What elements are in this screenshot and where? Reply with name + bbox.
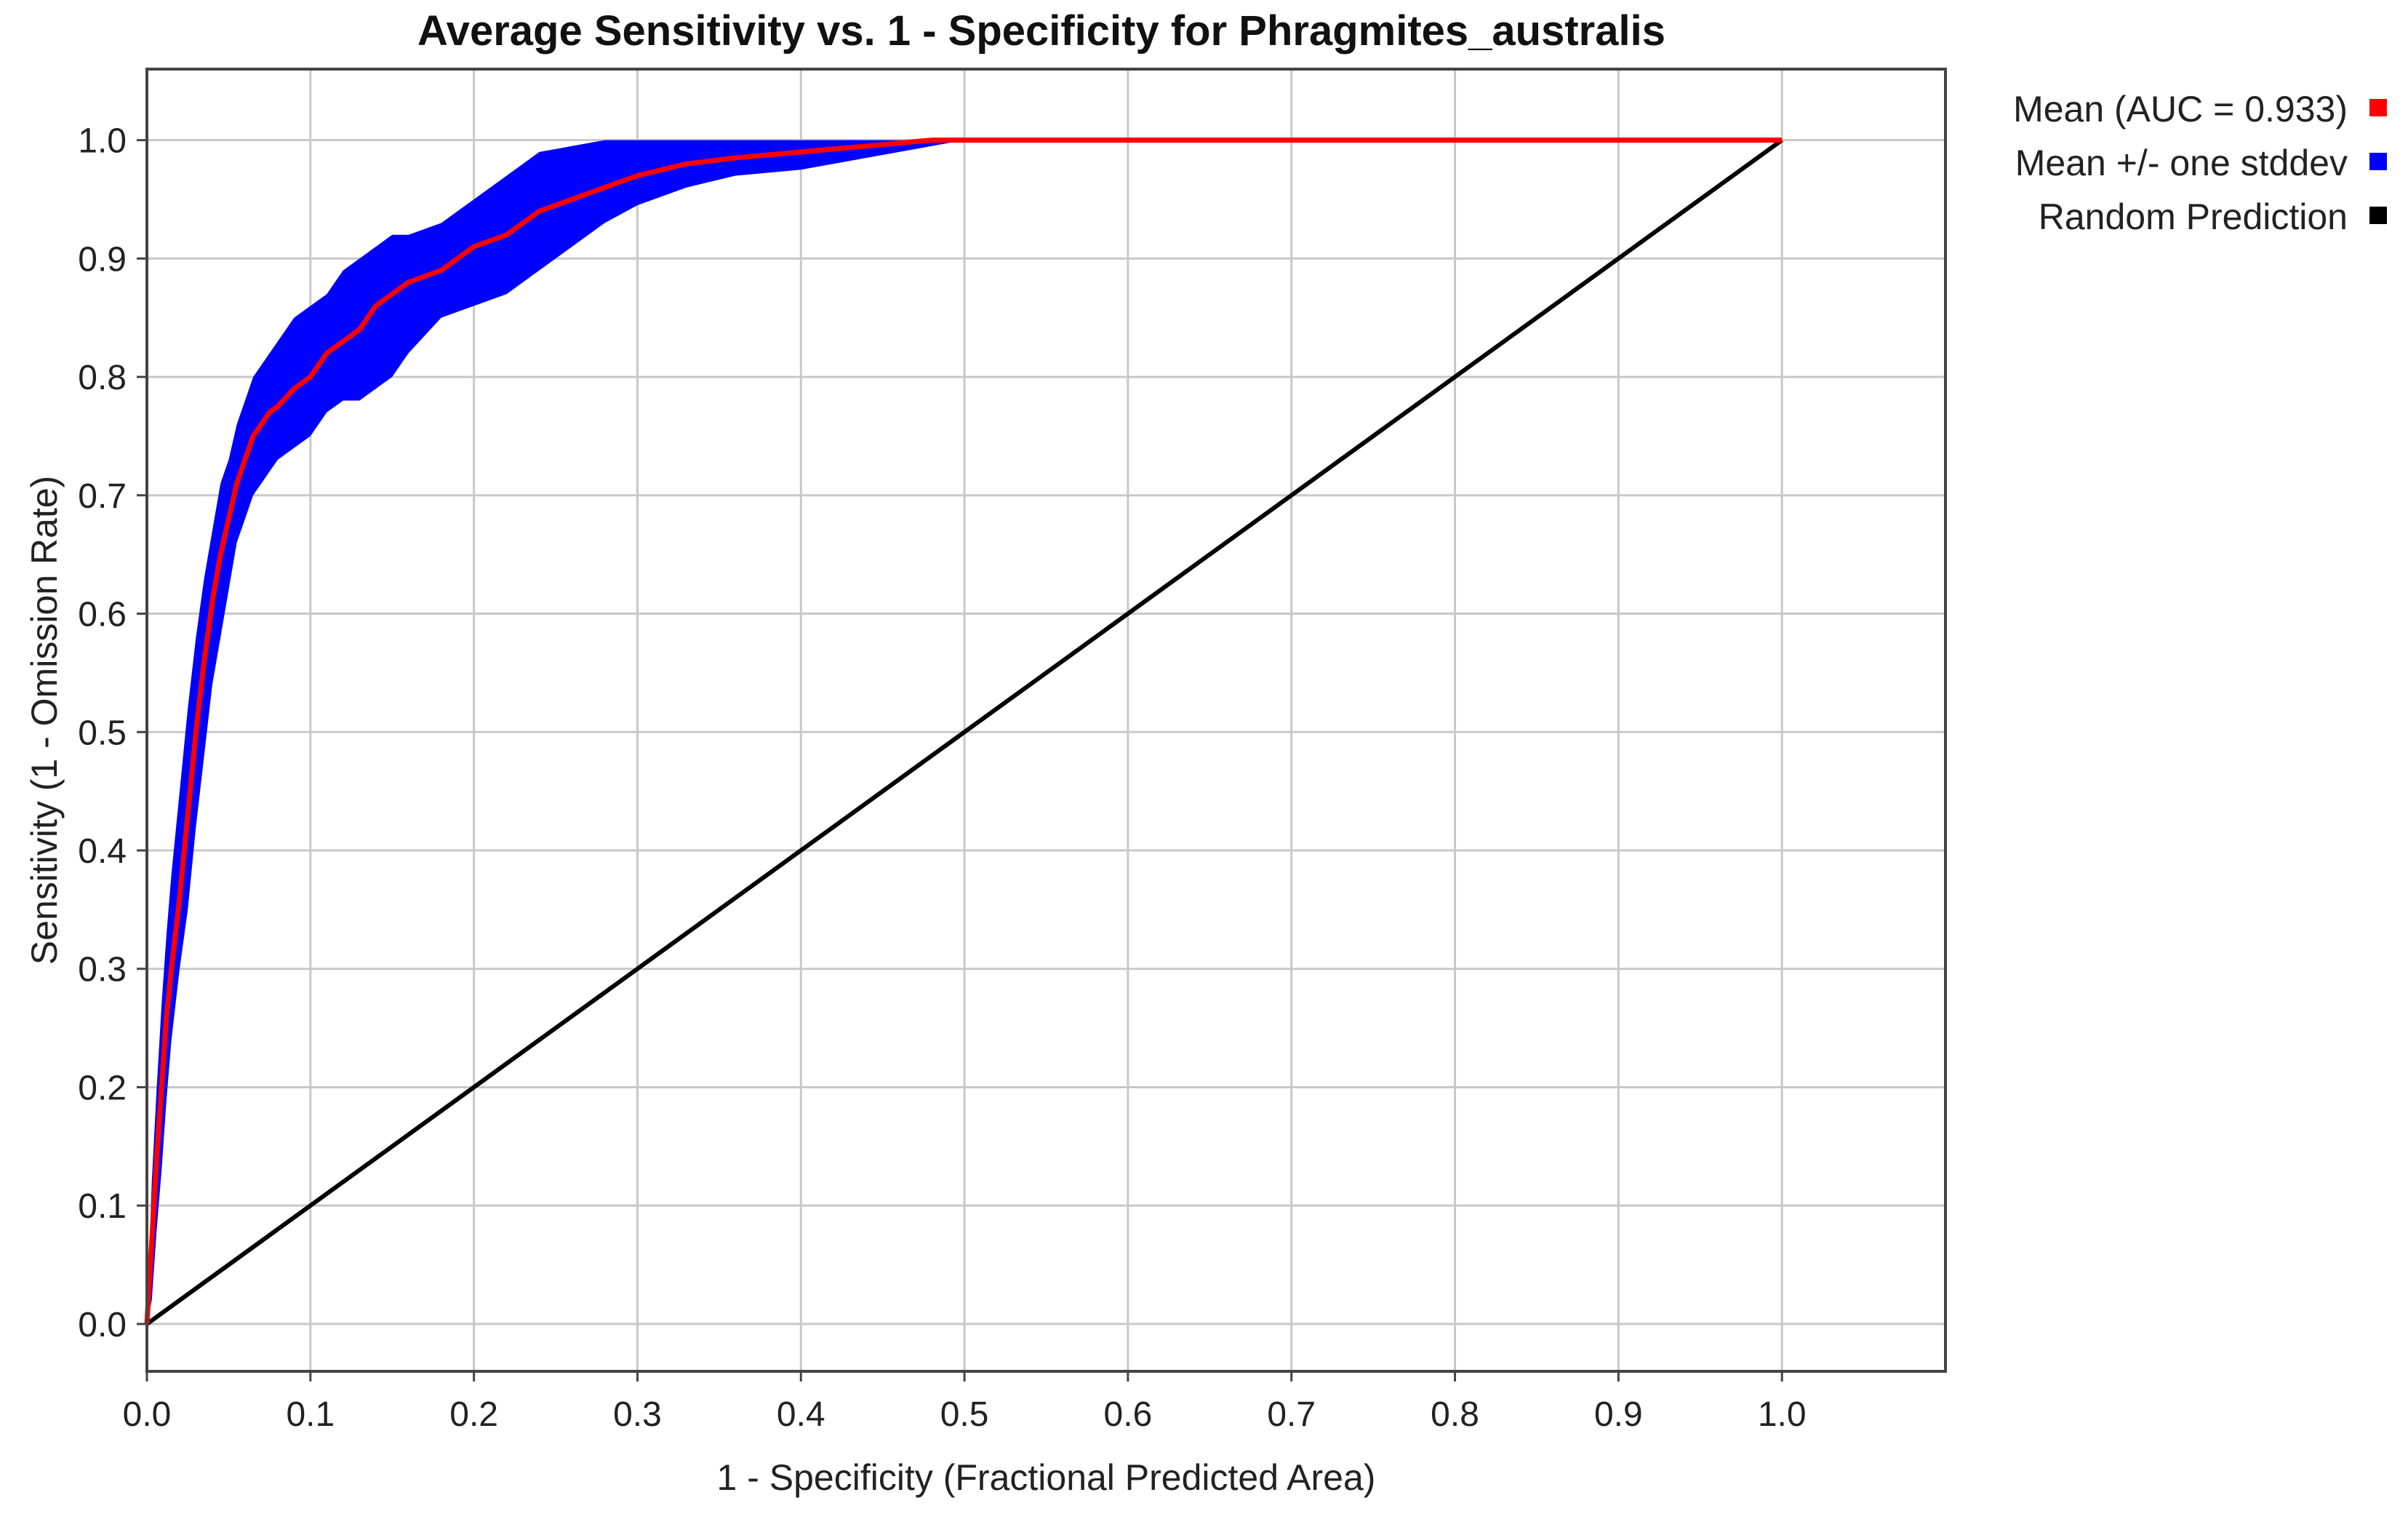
x-tick-label: 0.3 bbox=[613, 1395, 662, 1434]
plot-frame bbox=[145, 68, 1947, 1373]
x-tick-labels: 0.0 0.1 0.2 0.3 0.4 0.5 0.6 0.7 0.8 0.9 1.0 bbox=[123, 1395, 1807, 1434]
legend-random-swatch bbox=[2369, 207, 2387, 224]
legend-mean-swatch bbox=[2369, 99, 2387, 116]
random-prediction-line bbox=[145, 138, 1783, 1326]
y-axis-label: Sensitivity (1 - Omission Rate) bbox=[24, 476, 65, 965]
x-tick-label: 0.4 bbox=[777, 1395, 825, 1434]
y-tick-labels: 0.0 0.1 0.2 0.3 0.4 0.5 0.6 0.7 0.8 0.9 1.0 bbox=[78, 122, 127, 1344]
x-tick-label: 0.8 bbox=[1431, 1395, 1479, 1434]
y-tick-label: 0.5 bbox=[78, 714, 127, 752]
tick-marks bbox=[137, 139, 1783, 1382]
y-tick-label: 0.4 bbox=[78, 832, 127, 871]
x-tick-label: 0.7 bbox=[1267, 1395, 1316, 1434]
chart-title: Average Sensitivity vs. 1 - Specificity … bbox=[417, 7, 1665, 55]
y-tick-label: 0.0 bbox=[78, 1306, 127, 1344]
y-tick-label: 0.8 bbox=[78, 359, 127, 397]
x-tick-label: 0.6 bbox=[1104, 1395, 1153, 1434]
y-tick-label: 0.2 bbox=[78, 1069, 127, 1107]
x-axis-label: 1 - Specificity (Fractional Predicted Ar… bbox=[717, 1457, 1376, 1498]
x-tick-label: 0.5 bbox=[940, 1395, 989, 1434]
y-tick-label: 1.0 bbox=[78, 122, 127, 161]
series-lines bbox=[144, 137, 1783, 1326]
y-tick-label: 0.1 bbox=[78, 1187, 127, 1226]
y-tick-label: 0.9 bbox=[78, 240, 127, 279]
x-tick-label: 0.2 bbox=[449, 1395, 498, 1434]
x-tick-label: 0.1 bbox=[286, 1395, 335, 1434]
legend-stddev-label: Mean +/- one stddev bbox=[2015, 143, 2348, 183]
y-tick-label: 0.3 bbox=[78, 951, 127, 989]
legend-mean-label: Mean (AUC = 0.933) bbox=[2013, 89, 2348, 129]
x-tick-label: 1.0 bbox=[1758, 1395, 1807, 1434]
y-tick-label: 0.6 bbox=[78, 596, 127, 634]
legend-random-label: Random Prediction bbox=[2039, 196, 2348, 237]
x-tick-label: 0.0 bbox=[123, 1395, 172, 1434]
y-tick-label: 0.7 bbox=[78, 477, 127, 516]
mean-line bbox=[144, 137, 1783, 1325]
legend: Mean (AUC = 0.933) Mean +/- one stddev Ran… bbox=[2013, 89, 2387, 237]
x-tick-label: 0.9 bbox=[1594, 1395, 1643, 1434]
legend-stddev-swatch bbox=[2369, 153, 2387, 170]
